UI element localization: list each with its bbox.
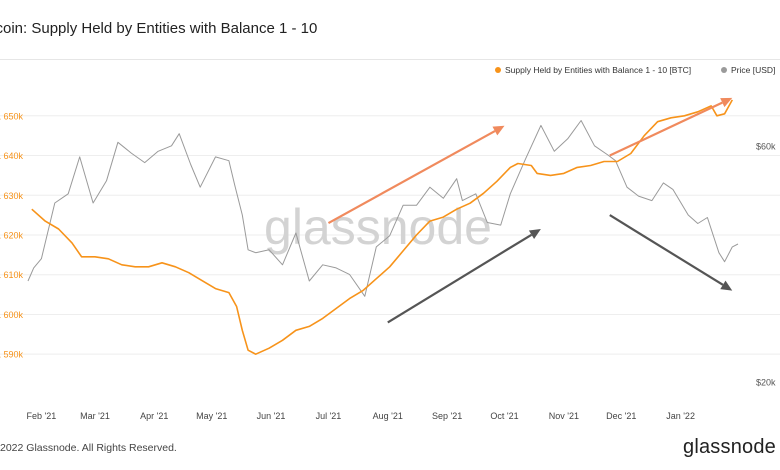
grid	[0, 115, 780, 355]
trend-arrow-head	[492, 125, 505, 136]
x-tick-label: Jul '21	[316, 411, 342, 421]
x-tick-label: Nov '21	[549, 411, 579, 421]
legend: Price [USD] Supply Held by Entities with …	[495, 65, 775, 75]
x-tick-label: Aug '21	[373, 411, 403, 421]
y-right-tick-label: $60k	[756, 141, 776, 151]
legend-label-supply: Supply Held by Entities with Balance 1 -…	[505, 65, 691, 75]
y-left-tick-label: 1 600k	[0, 310, 24, 320]
x-tick-label: Feb '21	[27, 411, 57, 421]
y-left-tick-label: 1 620k	[0, 230, 24, 240]
x-tick-label: Mar '21	[80, 411, 110, 421]
copyright-notice: 2022 Glassnode. All Rights Reserved.	[0, 442, 177, 454]
y-left-tick-label: 1 650k	[0, 111, 24, 121]
brand-logo: glassnode	[683, 436, 776, 458]
legend-dot-price	[721, 67, 727, 73]
legend-dot-supply	[495, 67, 501, 73]
supply-series-line	[31, 99, 733, 356]
y-left-tick-label: 1 630k	[0, 191, 24, 201]
x-tick-label: May '21	[196, 411, 227, 421]
trend-arrow-head	[720, 97, 733, 108]
trend-arrow-line	[327, 130, 496, 225]
x-tick-label: Jun '21	[257, 411, 286, 421]
y-left-tick-label: 1 610k	[0, 270, 24, 280]
x-tick-label: Oct '21	[490, 411, 518, 421]
y-left-tick-label: 1 590k	[0, 350, 24, 360]
chart-title-bar: itcoin: Supply Held by Entities with Bal…	[0, 0, 780, 60]
trend-arrow-line	[387, 233, 533, 324]
trend-arrow-line	[609, 214, 724, 286]
chart-title: itcoin: Supply Held by Entities with Bal…	[0, 20, 318, 37]
x-tick-label: Apr '21	[140, 411, 168, 421]
watermark: glassnode	[264, 199, 492, 255]
annotations	[327, 97, 733, 324]
trend-arrow-head	[720, 280, 733, 291]
legend-label-price: Price [USD]	[731, 65, 775, 75]
x-tick-label: Dec '21	[606, 411, 636, 421]
y-left-tick-label: 1 640k	[0, 151, 24, 161]
axes: 1 590k 1 600k 1 610k 1 620k 1 630k 1 640k 1 65…	[0, 111, 776, 421]
x-tick-label: Sep '21	[432, 411, 462, 421]
x-tick-label: Jan '22	[666, 411, 695, 421]
chart: glassnode 1 590k 1 600k 1 610k 1 620k 1 630k…	[0, 65, 780, 421]
trend-arrow-line	[609, 101, 723, 157]
series	[27, 99, 739, 356]
trend-arrow-head	[528, 229, 541, 240]
y-right-tick-label: $20k	[756, 378, 776, 388]
price-series-line	[27, 120, 739, 297]
